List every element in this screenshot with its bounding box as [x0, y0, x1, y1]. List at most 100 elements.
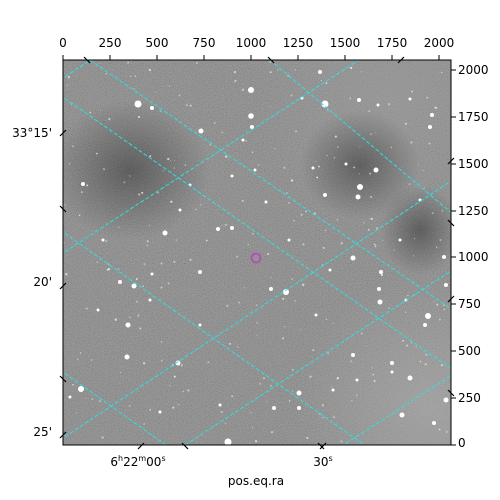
- faint-star: [322, 416, 324, 419]
- star: [323, 193, 327, 197]
- faint-star: [419, 360, 422, 363]
- faint-star: [226, 304, 229, 307]
- faint-star: [79, 352, 82, 354]
- faint-star: [371, 367, 373, 369]
- top-tick-label: 1500: [329, 36, 361, 50]
- faint-star: [443, 308, 446, 311]
- star: [131, 283, 137, 289]
- star: [148, 298, 152, 302]
- star: [376, 103, 380, 107]
- faint-star: [160, 359, 163, 362]
- faint-star: [238, 301, 241, 304]
- faint-star: [160, 262, 163, 265]
- faint-star: [236, 255, 239, 258]
- faint-star: [286, 192, 288, 194]
- star: [253, 168, 257, 172]
- faint-star: [250, 412, 252, 414]
- faint-star: [180, 364, 184, 367]
- top-tick-label: 0: [59, 36, 67, 50]
- faint-star: [175, 239, 177, 241]
- faint-star: [360, 332, 363, 335]
- star: [318, 70, 322, 74]
- faint-star: [315, 160, 317, 162]
- faint-star: [247, 243, 249, 245]
- right-tick-label: 500: [458, 344, 481, 358]
- faint-star: [267, 253, 270, 255]
- faint-star: [173, 167, 175, 169]
- top-tick-label: 250: [98, 36, 122, 50]
- star: [408, 97, 412, 101]
- faint-star: [331, 386, 333, 388]
- faint-star: [436, 303, 439, 306]
- star: [379, 270, 383, 274]
- faint-star: [406, 344, 408, 347]
- faint-star: [149, 155, 152, 158]
- faint-star: [266, 400, 268, 403]
- faint-star: [221, 225, 223, 227]
- faint-star: [231, 395, 234, 398]
- star: [162, 230, 168, 236]
- faint-star: [91, 398, 93, 400]
- faint-star: [146, 240, 149, 243]
- faint-star: [295, 130, 297, 133]
- faint-star: [96, 261, 99, 263]
- faint-star: [402, 339, 404, 342]
- star: [198, 270, 202, 274]
- faint-star: [414, 238, 416, 240]
- star: [390, 361, 394, 365]
- faint-star: [410, 141, 413, 144]
- faint-star: [75, 412, 77, 414]
- faint-star: [129, 75, 132, 78]
- star: [377, 299, 383, 305]
- wcs-ticks: [59, 56, 455, 450]
- faint-star: [302, 283, 305, 286]
- faint-star: [325, 82, 328, 85]
- faint-star: [136, 300, 138, 303]
- faint-star: [257, 164, 260, 166]
- faint-star: [367, 228, 370, 231]
- faint-star: [108, 117, 111, 121]
- dec-tick-label: 25': [33, 425, 52, 439]
- star: [407, 375, 413, 381]
- faint-star: [428, 142, 431, 145]
- faint-star: [445, 430, 448, 434]
- faint-star: [256, 321, 258, 324]
- faint-star: [184, 164, 187, 166]
- faint-star: [387, 103, 391, 106]
- faint-star: [68, 163, 71, 165]
- faint-star: [380, 273, 384, 277]
- star: [134, 100, 142, 108]
- faint-star: [200, 204, 202, 206]
- star: [224, 438, 232, 445]
- faint-star: [123, 181, 126, 184]
- faint-star: [294, 69, 296, 71]
- star: [158, 410, 162, 414]
- star: [423, 323, 427, 327]
- faint-star: [350, 360, 353, 363]
- star: [428, 125, 432, 129]
- star: [178, 208, 182, 212]
- faint-star: [120, 372, 122, 374]
- faint-star: [146, 244, 148, 247]
- target-marker: [250, 252, 262, 264]
- faint-star: [332, 416, 336, 419]
- faint-star: [169, 85, 171, 87]
- faint-star: [133, 88, 135, 90]
- faint-star: [322, 405, 324, 407]
- faint-star: [99, 400, 101, 402]
- star: [248, 113, 254, 119]
- faint-star: [374, 245, 377, 248]
- faint-star: [129, 175, 131, 177]
- faint-star: [160, 341, 163, 343]
- faint-star: [160, 286, 163, 289]
- faint-star: [100, 109, 102, 111]
- faint-star: [370, 196, 373, 198]
- right-tick-label: 1500: [458, 157, 489, 171]
- faint-star: [360, 71, 363, 73]
- faint-star: [157, 191, 159, 194]
- dec-tick-label: 33°15': [12, 126, 52, 140]
- faint-star: [243, 287, 245, 289]
- faint-star: [290, 94, 293, 97]
- star: [377, 287, 381, 291]
